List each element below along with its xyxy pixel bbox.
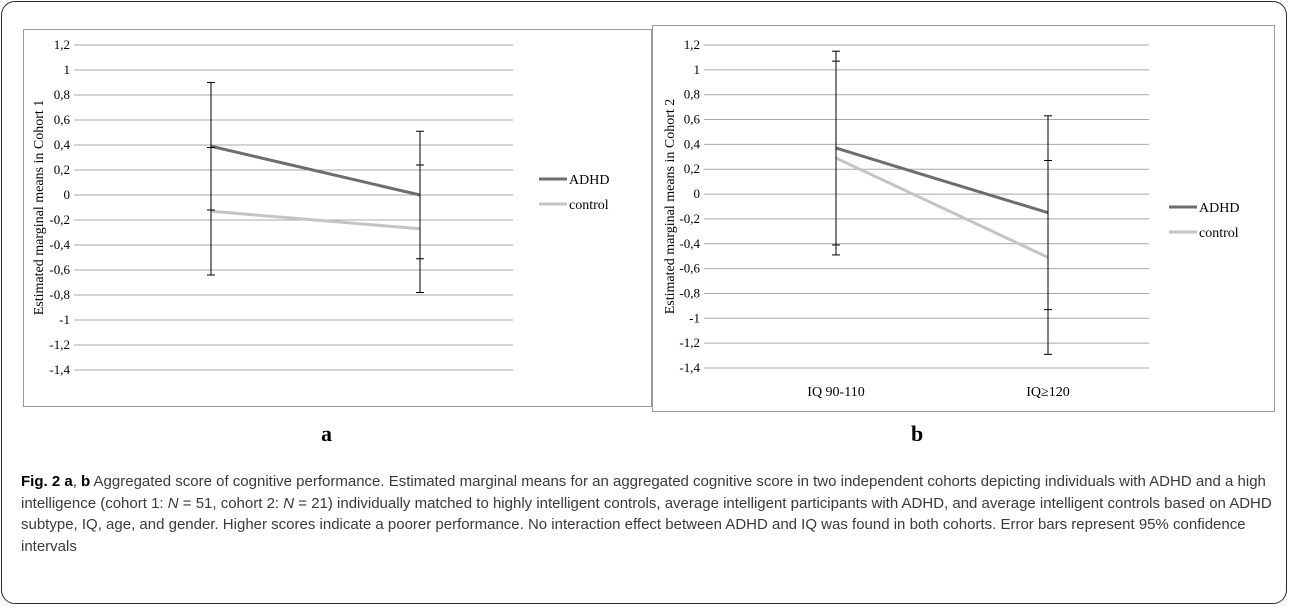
chart-b-svg: 1,2 1 0,8 0,6 0,4 0,2 0 -0,2 -0,4 -0,6 -0,8 -1 -1,2 -… [663, 37, 1239, 400]
y-axis-label: Estimated marginal means in Cohort 1 [32, 100, 47, 316]
caption-lead-sep: , [72, 473, 77, 490]
chart-a-svg: 1,2 1 0,8 0,6 0,4 0,2 0 -0,2 -0,4 -0,6 -0,8 -1 -1,2 -… [32, 37, 609, 377]
figure-caption: Fig. 2 a, b Aggregated score of cognitiv… [21, 471, 1276, 557]
y-tick-label: -1 [689, 310, 700, 325]
y-tick-label: -0,6 [49, 262, 70, 277]
y-tick-label: 0 [694, 186, 701, 201]
y-tick-label: -0,2 [49, 212, 70, 227]
y-tick-label: 1 [694, 62, 701, 77]
y-tick-label: 0,8 [54, 87, 70, 102]
y-axis-label: Estimated marginal means in Cohort 2 [663, 99, 678, 315]
y-tick-label: -1,2 [679, 335, 700, 350]
y-tick-label: 1,2 [54, 37, 70, 52]
y-tick-label: -0,4 [679, 236, 700, 251]
caption-text-3: = 21) individually matched to highly int… [21, 494, 1272, 555]
legend-label-control: control [569, 198, 609, 213]
y-tick-label: 0,8 [684, 87, 700, 102]
y-tick-label: 0,6 [54, 112, 71, 127]
y-tick-label: -0,8 [679, 285, 700, 300]
legend-label-control: control [1199, 226, 1239, 241]
caption-fig-label: Fig. 2 [21, 473, 61, 490]
caption-lead-b: b [81, 473, 91, 490]
y-tick-label: -1,2 [49, 337, 70, 352]
y-tick-label: 0,4 [684, 136, 701, 151]
panel-label-a: a [321, 421, 332, 446]
chart-panel-b: 1,2 1 0,8 0,6 0,4 0,2 0 -0,2 -0,4 -0,6 -0,8 -1 -1,2 -… [652, 25, 1275, 412]
panel-label-b: b [911, 421, 924, 446]
series-line-control [210, 209, 421, 231]
caption-lead-a: a [64, 473, 73, 490]
chart-panel-a: 1,2 1 0,8 0,6 0,4 0,2 0 -0,2 -0,4 -0,6 -0,8 -1 -1,2 -… [23, 29, 652, 407]
x-tick-label: IQ 90-110 [807, 385, 864, 400]
series-line-ADHD [210, 144, 421, 197]
y-tick-label: -1,4 [49, 362, 70, 377]
y-tick-label: -0,8 [49, 287, 70, 302]
series-line-ADHD [835, 146, 1049, 215]
caption-n1-var: N [167, 494, 179, 512]
y-tick-label: 0,6 [684, 112, 701, 127]
y-tick-label: -0,4 [49, 237, 70, 252]
series-line-control [835, 156, 1049, 259]
caption-text-2: = 51, cohort 2: [178, 494, 284, 512]
y-tick-label: 0,2 [684, 161, 700, 176]
legend-label-ADHD: ADHD [569, 173, 609, 188]
legend-label-ADHD: ADHD [1199, 201, 1239, 216]
y-tick-label: 0,2 [54, 162, 70, 177]
y-tick-label: -0,6 [679, 261, 700, 276]
y-tick-label: 1 [64, 62, 71, 77]
y-tick-label: -0,2 [679, 211, 700, 226]
y-tick-label: 0 [64, 187, 71, 202]
x-tick-label: IQ≥120 [1026, 385, 1069, 400]
y-tick-label: 0,4 [54, 137, 71, 152]
y-tick-label: -1,4 [679, 360, 700, 375]
y-tick-label: 1,2 [684, 37, 700, 52]
caption-text-1: Aggregated score of cognitive performanc… [21, 473, 1266, 512]
y-tick-label: -1 [59, 312, 70, 327]
caption-n2-var: N [283, 494, 295, 512]
